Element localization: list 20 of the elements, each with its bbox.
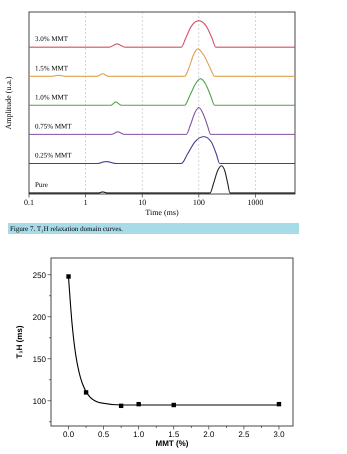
x-tick-label: 1000: [247, 198, 264, 207]
x-tick-label: 1: [84, 198, 88, 207]
x-tick-label: 10: [138, 198, 146, 207]
x-axis-title: Time (ms): [145, 208, 179, 217]
y-axis-title: Amplitude (u.a.): [4, 76, 13, 130]
x-tick-label: 1.5: [168, 430, 180, 439]
y-tick-label: 150: [32, 354, 47, 364]
x-tick-label: 2.5: [238, 430, 250, 439]
y-tick-label: 200: [32, 312, 47, 322]
x-tick-label: 0.5: [98, 430, 110, 439]
y-tick-label: 250: [32, 270, 47, 280]
x-tick-label: 3.0: [273, 430, 286, 439]
y-tick-label: 100: [32, 396, 47, 406]
x-tick-label: 100: [192, 198, 205, 207]
x-tick-label: 2.0: [203, 430, 215, 439]
x-axis-title: MMT (%): [156, 439, 189, 448]
y-axis-title: T₁H (ms): [15, 325, 24, 359]
x-tick-label: 1.0: [133, 430, 145, 439]
x-tick-label: 0.1: [24, 198, 34, 207]
x-tick-label: 0.0: [62, 430, 75, 439]
